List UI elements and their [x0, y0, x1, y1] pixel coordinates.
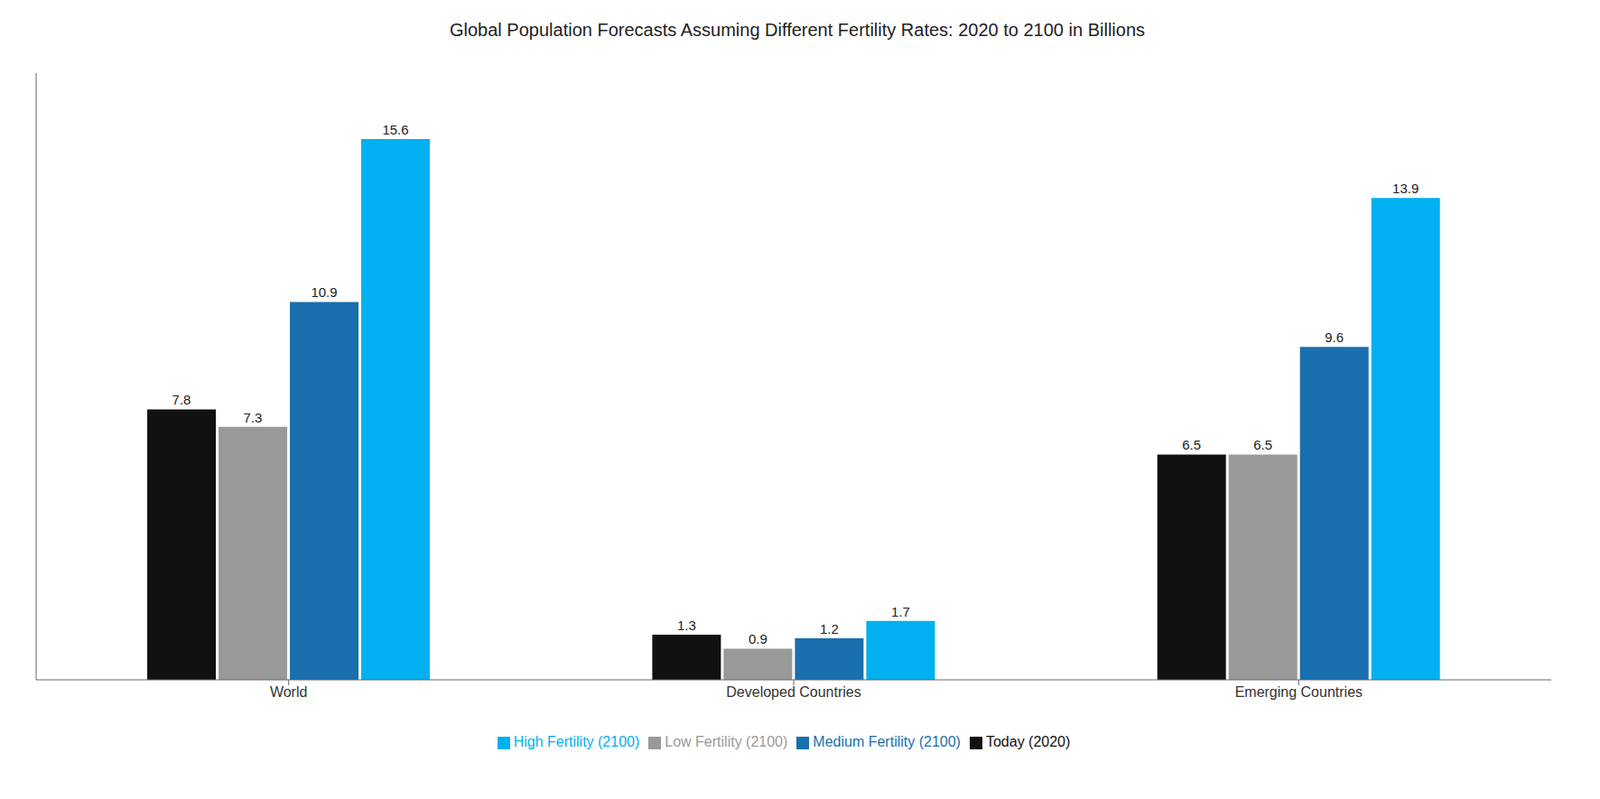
svg-text:13.9: 13.9	[1392, 180, 1419, 196]
svg-text:Developed Countries: Developed Countries	[725, 684, 861, 700]
svg-text:1.2: 1.2	[819, 621, 839, 637]
svg-text:World: World	[269, 684, 308, 700]
svg-text:1.3: 1.3	[677, 617, 697, 633]
svg-text:7.3: 7.3	[243, 409, 263, 426]
svg-text:6.5: 6.5	[1253, 437, 1273, 453]
html-text:Global Population Forecasts As: Global Population Forecasts Assuming Dif…	[449, 19, 1145, 40]
svg-text:Emerging Countries: Emerging Countries	[1235, 684, 1363, 700]
svg-text:7.8: 7.8	[172, 391, 192, 408]
html-text:Medium Fertility (2100): Medium Fertility (2100)	[812, 734, 961, 750]
svg-text:15.6: 15.6	[381, 121, 409, 138]
html-text:Today (2020): Today (2020)	[985, 734, 1071, 750]
html-text:High Fertility (2100): High Fertility (2100)	[513, 734, 640, 750]
html-text:Low Fertility (2100): Low Fertility (2100)	[664, 734, 788, 750]
svg-text:0.9: 0.9	[748, 631, 768, 647]
svg-text:1.7: 1.7	[891, 604, 911, 620]
svg-text:9.6: 9.6	[1324, 329, 1344, 345]
svg-text:6.5: 6.5	[1181, 437, 1201, 453]
svg-text:10.9: 10.9	[310, 284, 337, 300]
